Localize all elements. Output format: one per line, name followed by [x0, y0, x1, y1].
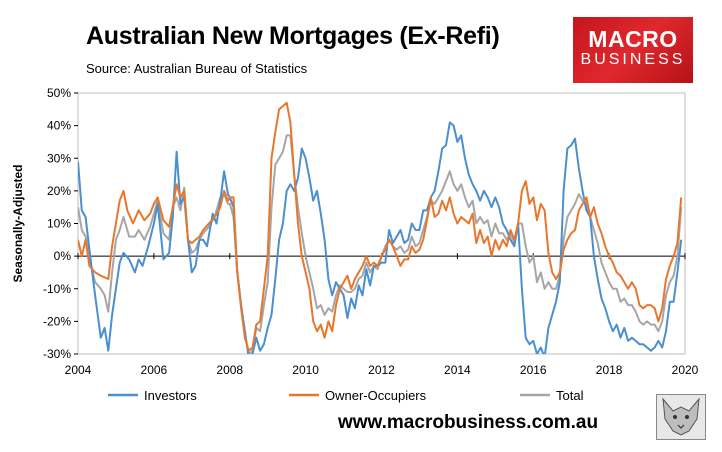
logo-line-1: MACRO [588, 26, 678, 52]
x-tick-label: 2012 [368, 363, 395, 377]
x-tick-label: 2010 [292, 363, 319, 377]
y-tick-label: 40% [47, 119, 71, 133]
y-tick-label: 50% [47, 86, 71, 100]
chart-axes: -30% -20% -10% 0% 10% 20% 30% 40% 50% 2004 2006 200… [11, 86, 699, 377]
x-tick-label: 2016 [520, 363, 547, 377]
x-tick-label: 2004 [65, 363, 92, 377]
y-tick-label: 0% [54, 249, 72, 263]
y-tick-label: -30% [43, 347, 71, 361]
y-tick-label: 30% [47, 151, 71, 165]
legend-label: Total [556, 388, 584, 403]
y-tick-label: -20% [43, 314, 71, 328]
y-axis-label: Seasonally-Adjusted [11, 164, 25, 282]
y-tick-label: 10% [47, 217, 71, 231]
legend-label: Investors [144, 388, 197, 403]
y-tick-label: -10% [43, 282, 71, 296]
chart-title: Australian New Mortgages (Ex-Refi) [86, 22, 500, 50]
wolf-logo-icon [656, 394, 706, 440]
x-tick-label: 2018 [596, 363, 623, 377]
website-url[interactable]: www.macrobusiness.com.au [338, 412, 599, 433]
legend-label: Owner-Occupiers [325, 388, 427, 403]
x-tick-label: 2008 [216, 363, 243, 377]
chart-subtitle: Source: Australian Bureau of Statistics [86, 61, 308, 76]
series-line-owner-occupiers [78, 101, 683, 352]
x-tick-label: 2014 [444, 363, 471, 377]
x-tick-label: 2006 [141, 363, 168, 377]
y-tick-label: 20% [47, 184, 71, 198]
series-line-total [78, 134, 683, 354]
chart-series-layer [78, 101, 683, 354]
chart-legend: Investors Owner-Occupiers Total [108, 388, 584, 403]
x-tick-label: 2020 [672, 363, 699, 377]
macrobusiness-logo[interactable]: MACRO BUSINESS [573, 17, 693, 83]
logo-line-2: BUSINESS [580, 51, 686, 68]
